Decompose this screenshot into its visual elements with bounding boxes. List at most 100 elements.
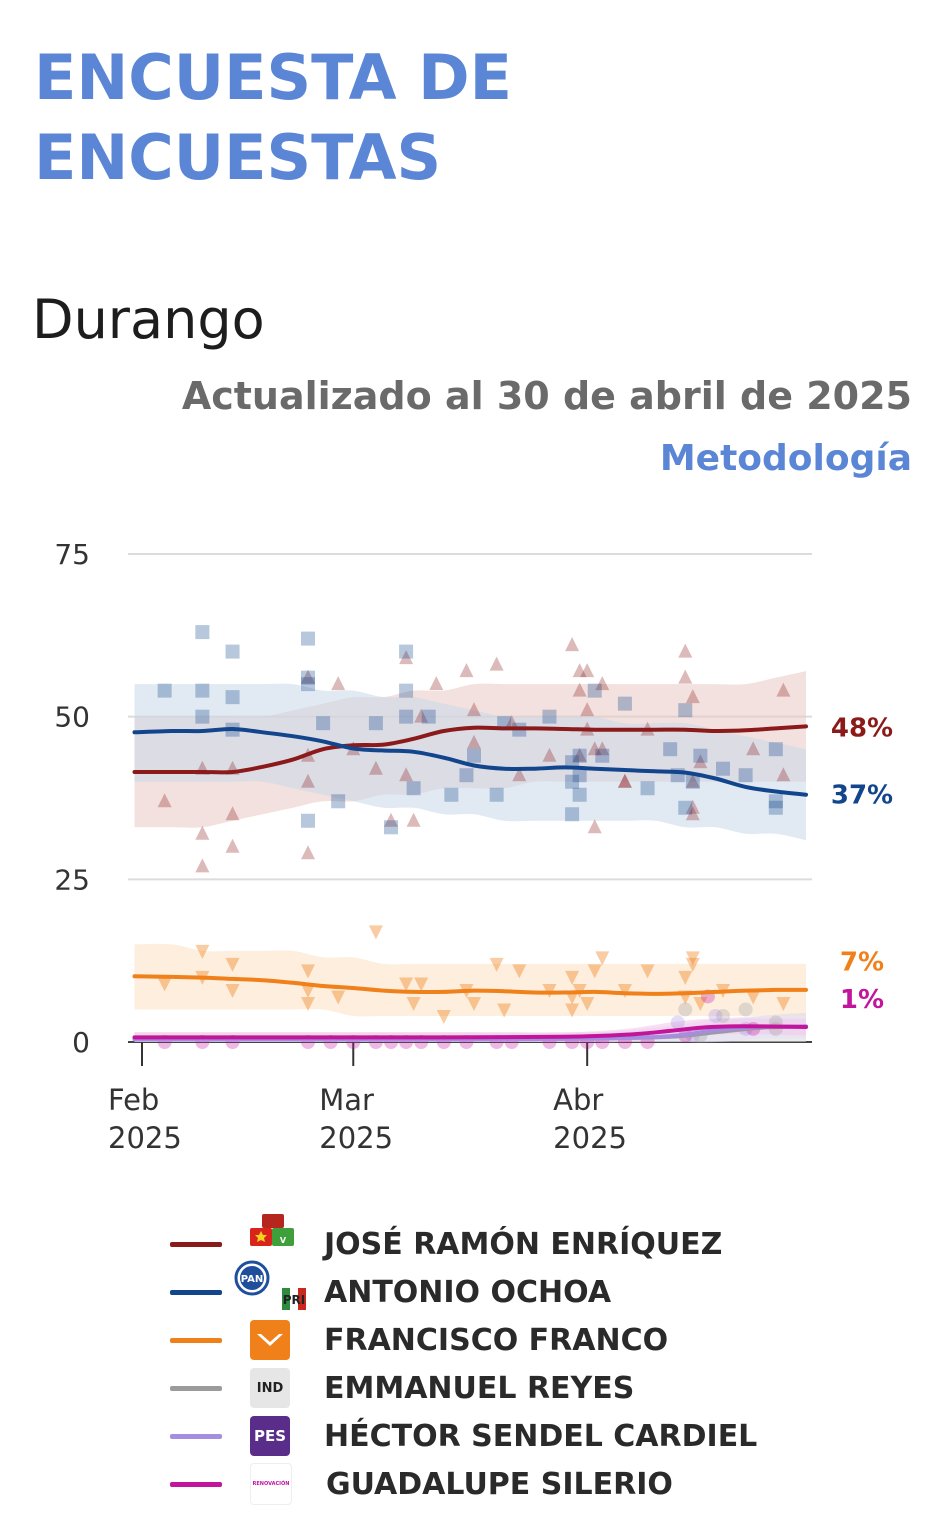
data-point-jose-ramon-enriquez — [542, 747, 557, 762]
data-point-francisco-franco — [580, 996, 595, 1011]
data-point-jose-ramon-enriquez — [617, 773, 632, 788]
legend: V JOSÉ RAMÓN ENRÍQUEZ PAN PRI ANTONIO OC… — [170, 1214, 757, 1508]
data-point-antonio-ochoa — [406, 781, 421, 796]
trend-line-antonio-ochoa — [132, 726, 808, 797]
data-point-antonio-ochoa — [678, 800, 693, 815]
data-point-francisco-franco — [685, 951, 700, 966]
data-point-jose-ramon-enriquez — [195, 858, 210, 873]
data-point-antonio-ochoa — [716, 761, 730, 776]
data-point-francisco-franco — [512, 964, 527, 979]
data-point-francisco-franco — [565, 1003, 580, 1018]
legend-name: EMMANUEL REYES — [324, 1370, 635, 1406]
data-point-antonio-ochoa — [587, 683, 602, 698]
data-point-jose-ramon-enriquez — [572, 663, 587, 678]
data-point-francisco-franco — [414, 977, 429, 992]
data-point-jose-ramon-enriquez — [580, 702, 595, 717]
data-point-jose-ramon-enriquez — [399, 767, 414, 782]
data-point-antonio-ochoa — [678, 703, 693, 718]
ind-logo: IND — [250, 1368, 290, 1408]
data-point-jose-ramon-enriquez — [384, 812, 398, 827]
data-point-antonio-ochoa — [565, 807, 580, 822]
data-point-jose-ramon-enriquez — [685, 799, 700, 814]
data-point-jose-ramon-enriquez — [406, 812, 421, 827]
data-point-jose-ramon-enriquez — [301, 669, 315, 684]
data-point-jose-ramon-enriquez — [776, 767, 791, 782]
data-point-jose-ramon-enriquez — [504, 715, 519, 730]
methodology-link[interactable]: Metodología — [659, 438, 912, 479]
data-point-jose-ramon-enriquez — [685, 773, 700, 788]
y-tick-label: 75 — [54, 538, 90, 571]
data-point-jose-ramon-enriquez — [399, 650, 414, 665]
data-point-francisco-franco — [195, 944, 210, 959]
data-point-hector-sendel-cardiel — [708, 1008, 723, 1023]
data-point-jose-ramon-enriquez — [489, 656, 504, 671]
data-point-jose-ramon-enriquez — [746, 741, 761, 756]
data-point-jose-ramon-enriquez — [572, 747, 587, 762]
data-point-hector-sendel-cardiel — [670, 1015, 685, 1030]
data-point-jose-ramon-enriquez — [572, 682, 587, 697]
data-point-francisco-franco — [776, 996, 791, 1011]
data-point-francisco-franco — [617, 983, 632, 998]
title-line-2: ENCUESTAS — [34, 121, 442, 194]
data-point-jose-ramon-enriquez — [225, 806, 240, 821]
legend-item-silerio: RENOVACIÓN GUADALUPE SILERIO — [170, 1460, 757, 1508]
data-point-francisco-franco — [497, 1003, 512, 1018]
legend-item-reyes: IND EMMANUEL REYES — [170, 1364, 757, 1412]
data-point-emmanuel-reyes — [678, 1002, 693, 1017]
data-point-jose-ramon-enriquez — [512, 767, 527, 782]
data-point-jose-ramon-enriquez — [301, 845, 315, 860]
legend-line — [170, 1481, 222, 1487]
data-point-jose-ramon-enriquez — [595, 676, 610, 691]
data-point-francisco-franco — [301, 983, 315, 998]
data-point-francisco-franco — [693, 996, 708, 1011]
data-point-jose-ramon-enriquez — [617, 773, 632, 788]
data-point-francisco-franco — [301, 996, 315, 1011]
data-point-jose-ramon-enriquez — [225, 838, 240, 853]
end-label-guadalupe-silerio: 1% — [840, 985, 884, 1015]
y-tick-label: 25 — [54, 863, 90, 896]
data-point-francisco-franco — [368, 925, 383, 940]
x-tick-label: 2025 — [553, 1121, 627, 1155]
poll-chart: 0 25 50 75 Feb 2025 Mar 2025 Abr 2025 48% 37% 7% 1% — [54, 538, 893, 1155]
data-point-antonio-ochoa — [640, 781, 655, 796]
data-point-francisco-franco — [678, 970, 693, 985]
legend-name: JOSÉ RAMÓN ENRÍQUEZ — [324, 1226, 723, 1262]
data-point-francisco-franco — [640, 964, 655, 979]
title-line-1: ENCUESTA DE — [34, 41, 512, 114]
data-point-antonio-ochoa — [301, 631, 315, 646]
data-point-antonio-ochoa — [738, 768, 753, 783]
data-point-antonio-ochoa — [195, 625, 210, 640]
data-point-antonio-ochoa — [301, 813, 315, 828]
x-tick-label: 2025 — [108, 1121, 182, 1155]
data-point-antonio-ochoa — [595, 748, 610, 763]
legend-name: ANTONIO OCHOA — [324, 1274, 612, 1310]
data-point-jose-ramon-enriquez — [587, 819, 602, 834]
svg-text:V: V — [280, 1236, 287, 1245]
legend-item-ochoa: PAN PRI ANTONIO OCHOA — [170, 1260, 757, 1316]
data-point-antonio-ochoa — [572, 748, 587, 763]
data-point-antonio-ochoa — [768, 794, 783, 809]
data-point-antonio-ochoa — [157, 683, 172, 698]
data-point-antonio-ochoa — [195, 709, 210, 724]
band-francisco-franco — [134, 943, 806, 1017]
end-label-francisco-franco: 7% — [840, 948, 884, 978]
x-tick-label: Feb — [108, 1083, 159, 1117]
data-point-jose-ramon-enriquez — [467, 734, 481, 749]
data-point-jose-ramon-enriquez — [459, 663, 474, 678]
data-point-antonio-ochoa — [768, 742, 783, 757]
data-point-francisco-franco — [406, 996, 421, 1011]
data-point-antonio-ochoa — [195, 683, 210, 698]
data-point-francisco-franco — [746, 990, 761, 1005]
data-point-antonio-ochoa — [225, 644, 240, 659]
data-point-jose-ramon-enriquez — [157, 793, 172, 808]
morena-pt-verde-logo: V — [250, 1214, 294, 1264]
data-point-antonio-ochoa — [384, 820, 398, 835]
data-point-antonio-ochoa — [301, 677, 315, 692]
updated-date: Actualizado al 30 de abril de 2025 — [181, 374, 912, 418]
data-point-francisco-franco — [331, 990, 346, 1005]
data-point-antonio-ochoa — [368, 716, 383, 731]
svg-text:PRI: PRI — [283, 1293, 306, 1307]
data-point-francisco-franco — [301, 964, 315, 979]
legend-line — [170, 1241, 222, 1247]
data-point-antonio-ochoa — [399, 683, 414, 698]
